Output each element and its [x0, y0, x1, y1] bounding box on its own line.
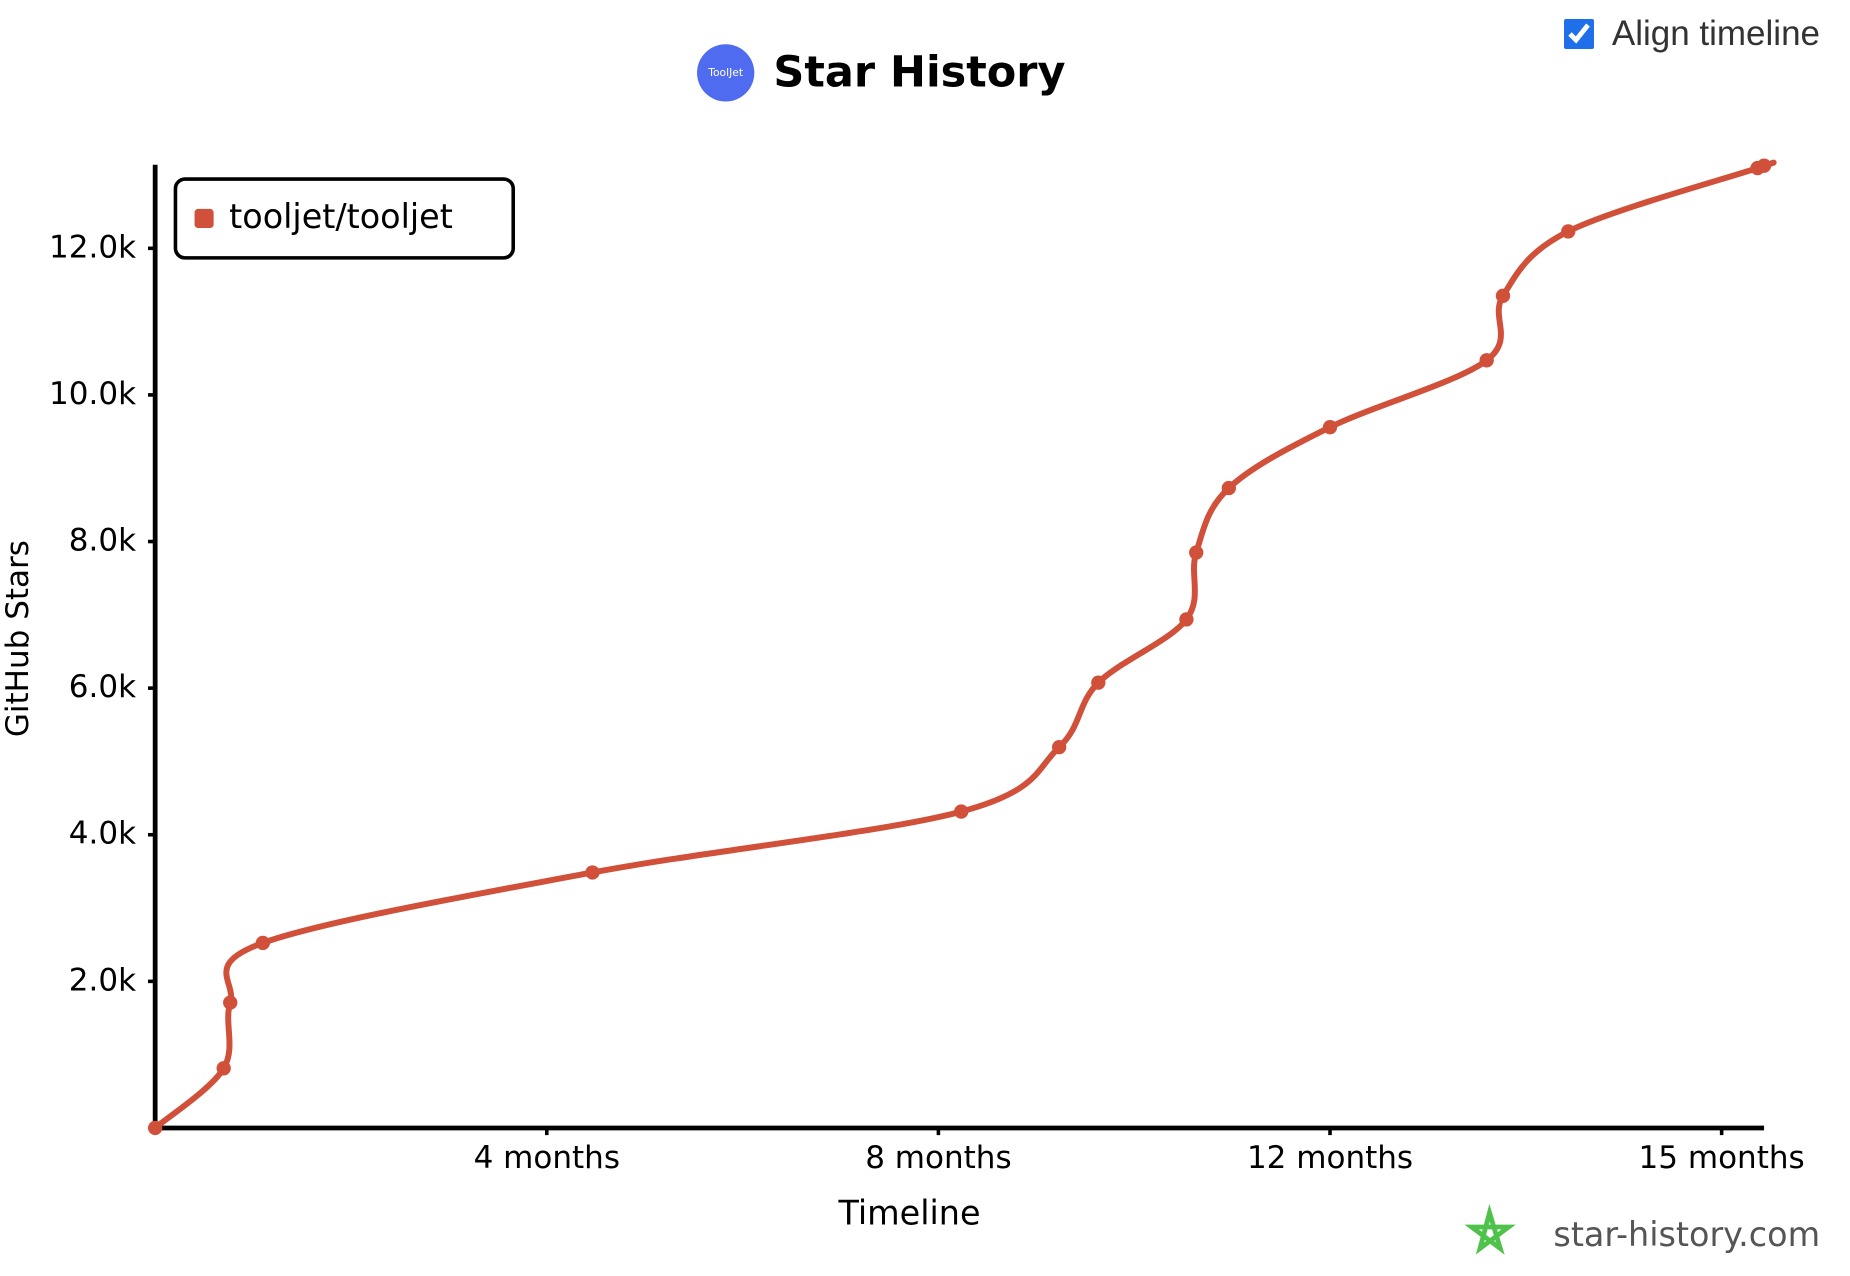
chart-title: Star History — [773, 48, 1065, 98]
data-point — [1479, 353, 1494, 368]
series-line — [152, 159, 1777, 1131]
y-tick-label: 2.0k — [69, 962, 136, 998]
data-point — [1189, 545, 1204, 560]
data-point — [585, 865, 600, 880]
x-tick-label: 15 months — [1639, 1140, 1805, 1176]
data-point — [954, 804, 969, 819]
y-tick-label: 4.0k — [69, 816, 136, 852]
logo-text: ToolJet — [707, 66, 743, 79]
align-timeline-label: Align timeline — [1611, 14, 1820, 53]
data-point — [1495, 288, 1511, 303]
data-point — [223, 995, 238, 1010]
x-tick-label: 4 months — [474, 1140, 620, 1176]
y-tick-label: 6.0k — [69, 669, 136, 705]
data-point — [216, 1061, 231, 1076]
legend-swatch — [194, 208, 214, 229]
data-point — [148, 1120, 163, 1136]
data-point — [1091, 675, 1106, 690]
y-tick-label: 10.0k — [49, 376, 136, 412]
data-point — [1322, 420, 1338, 435]
y-axis-label: GitHub Stars — [0, 540, 36, 737]
logo — [697, 44, 755, 102]
y-tick-label: 12.0k — [49, 229, 136, 265]
x-tick-label: 12 months — [1247, 1140, 1413, 1176]
data-point — [1051, 739, 1067, 755]
legend-box — [173, 177, 516, 260]
data-point — [1561, 224, 1576, 239]
x-tick-label: 8 months — [865, 1140, 1011, 1176]
watermark: star-history.com — [1553, 1215, 1820, 1254]
data-point — [1179, 612, 1194, 627]
legend-label: tooljet/tooljet — [229, 197, 453, 236]
data-point — [1221, 480, 1237, 496]
x-axis-label: Timeline — [837, 1194, 980, 1233]
align-timeline-control[interactable]: Align timeline — [1563, 14, 1820, 54]
align-timeline-checkbox[interactable] — [1563, 19, 1594, 49]
watermark-icon — [1464, 1203, 1516, 1255]
data-point — [255, 935, 271, 951]
y-tick-label: 8.0k — [69, 523, 136, 559]
data-point — [1756, 158, 1772, 173]
